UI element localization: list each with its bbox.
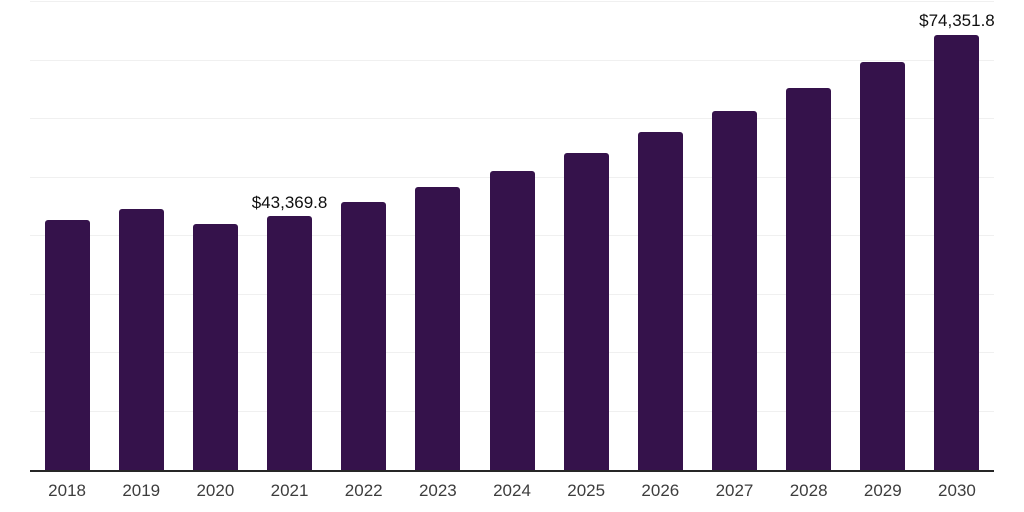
x-axis-label: 2024 xyxy=(493,481,531,500)
bar-value-label: $43,369.8 xyxy=(251,192,328,212)
bar-slot xyxy=(549,2,623,470)
bar xyxy=(711,111,757,470)
bar-slot xyxy=(475,2,549,470)
bar-slot: $43,369.8 xyxy=(251,2,328,470)
bar xyxy=(934,35,980,470)
bars: $43,369.8 $74,351.8 xyxy=(30,2,995,470)
bar-slot xyxy=(623,2,697,470)
x-axis-label: 2030 xyxy=(938,481,976,500)
bar-slot xyxy=(401,2,475,470)
x-axis: 2018 2019 2020 2021 2022 2023 2024 2025 2026 2027… xyxy=(30,482,994,499)
bar xyxy=(860,62,906,470)
x-axis-label: 2019 xyxy=(122,481,161,500)
bar xyxy=(637,132,683,470)
bar xyxy=(415,186,461,470)
x-axis-label: 2027 xyxy=(715,481,754,500)
bar-slot xyxy=(327,2,401,470)
x-axis-label: 2029 xyxy=(863,481,902,500)
bar-slot xyxy=(104,2,178,470)
x-axis-label: 2025 xyxy=(567,481,606,500)
bar xyxy=(341,202,387,470)
x-axis-label: 2018 xyxy=(48,481,86,500)
x-axis-label: 2021 xyxy=(270,481,309,500)
bar-slot xyxy=(772,2,846,470)
bar-slot xyxy=(178,2,252,470)
gridline xyxy=(30,1,994,2)
x-axis-label: 2028 xyxy=(789,481,828,500)
bar-value-label: $74,351.8 xyxy=(919,11,995,31)
bar-slot xyxy=(30,2,104,470)
bar xyxy=(44,220,90,470)
bar xyxy=(192,224,238,470)
gridline xyxy=(30,59,994,61)
gridline xyxy=(30,118,994,119)
x-axis-label: 2026 xyxy=(641,481,680,500)
x-axis-label: 2022 xyxy=(344,481,383,500)
x-axis-label: 2020 xyxy=(196,481,235,500)
bar-slot xyxy=(697,2,771,470)
bar xyxy=(563,152,609,470)
x-axis-label: 2023 xyxy=(418,481,457,500)
bar-slot: $74,351.8 xyxy=(919,2,995,470)
bar xyxy=(267,216,313,470)
bar xyxy=(786,88,832,470)
bar-slot xyxy=(846,2,920,470)
bar xyxy=(118,208,164,470)
bar xyxy=(489,171,535,470)
plot-area: $43,369.8 $74,351.8 xyxy=(30,1,995,472)
